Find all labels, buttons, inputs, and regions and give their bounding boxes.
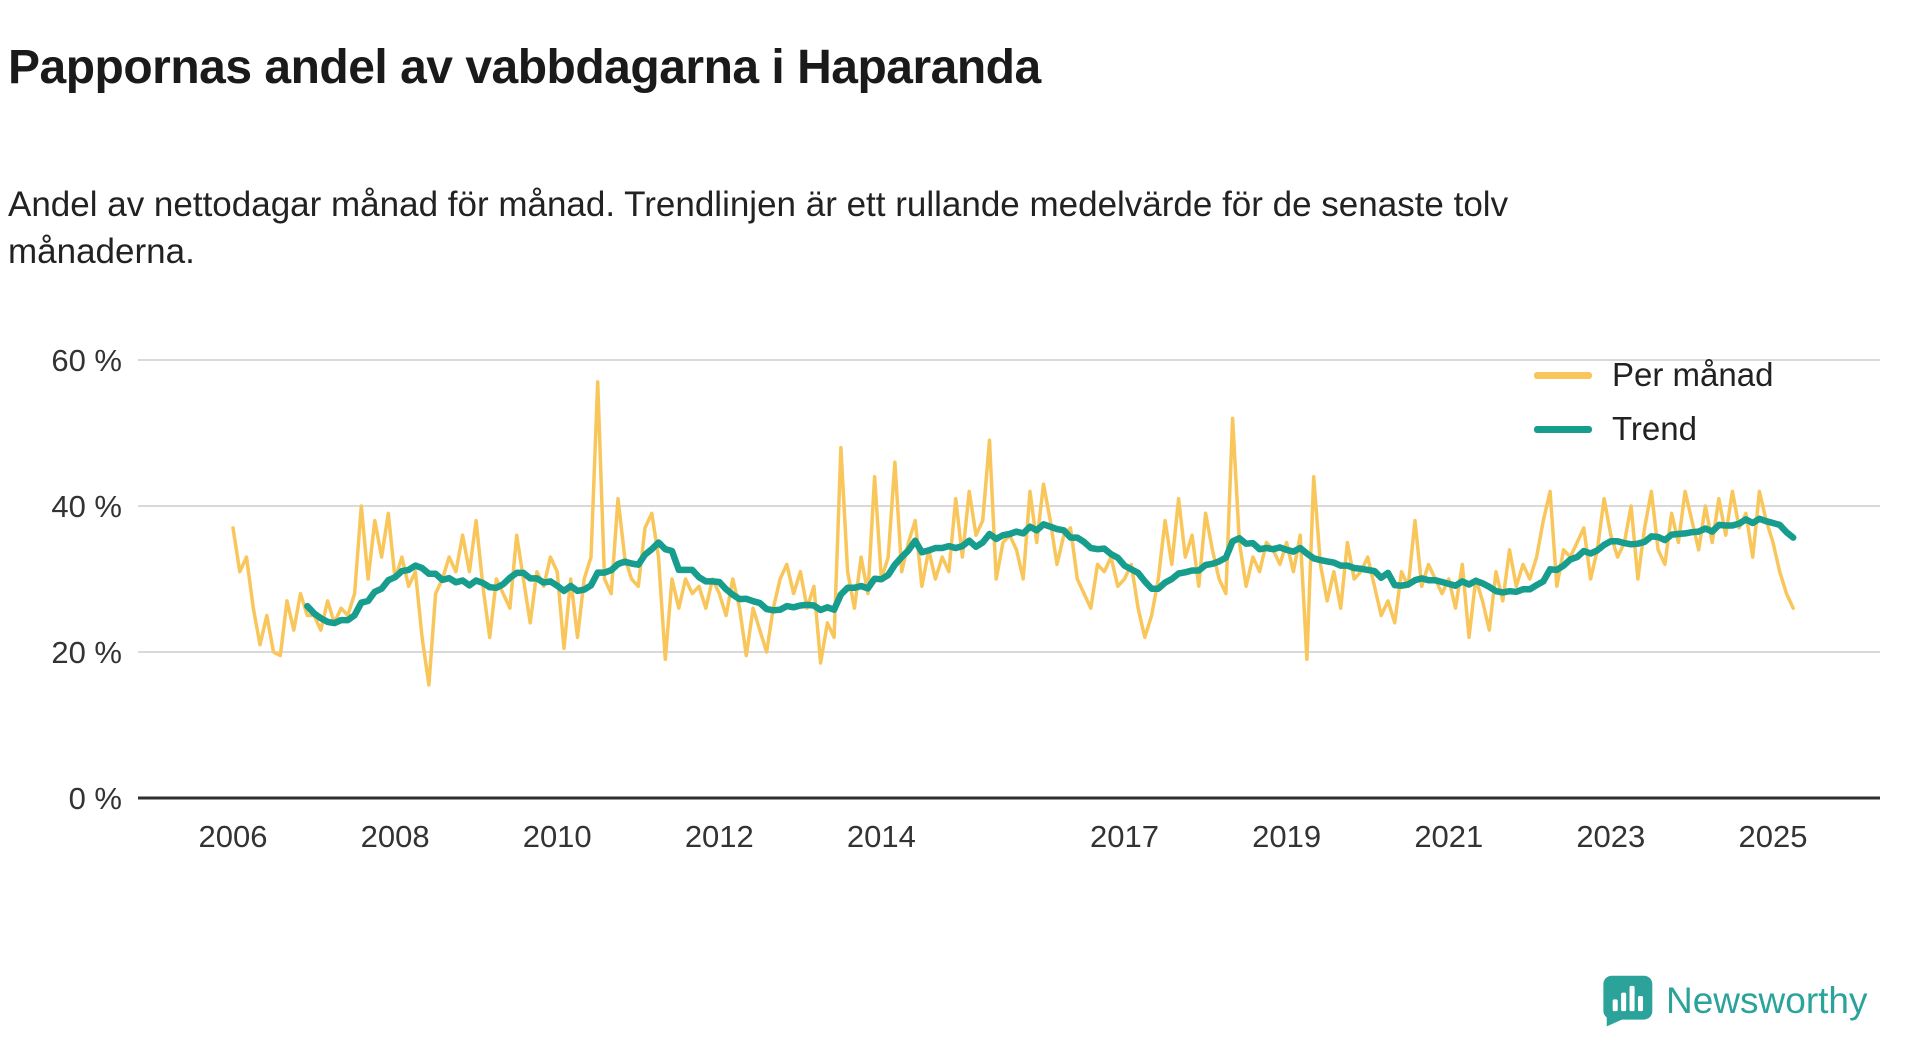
chart-subtitle: Andel av nettodagar månad för månad. Tre…	[8, 185, 1509, 272]
monthly-line-swatch	[1534, 371, 1592, 379]
x-tick-label-2017: 2017	[1090, 819, 1159, 854]
page-title: Pappornas andel av vabbdagarna i Haparan…	[8, 41, 1041, 95]
y-tick-label-20: 20 %	[51, 635, 122, 670]
x-tick-label-2008: 2008	[361, 819, 430, 854]
newsworthy-branding: Newsworthy	[1600, 974, 1868, 1028]
x-tick-label-2014: 2014	[847, 819, 916, 854]
x-tick-label-2012: 2012	[685, 819, 754, 854]
legend-label-monthly: Per månad	[1612, 356, 1774, 393]
legend-label-trend: Trend	[1612, 410, 1697, 447]
legend-item-monthly: Per månad	[1534, 356, 1773, 394]
trend-series-line	[304, 515, 1797, 627]
newsworthy-logo-text: Newsworthy	[1666, 980, 1868, 1021]
x-tick-label-2023: 2023	[1576, 819, 1645, 854]
y-tick-label-60: 60 %	[51, 343, 122, 378]
x-tick-label-2025: 2025	[1739, 819, 1808, 854]
legend-item-trend: Trend	[1534, 410, 1773, 448]
line-chart: 0 % 20 % 40 % 60 % 2006 2008 2010 2012 2014 2017 2…	[51, 343, 1880, 854]
y-tick-label-0: 0 %	[69, 781, 122, 816]
x-tick-label-2006: 2006	[199, 819, 268, 854]
y-tick-label-40: 40 %	[51, 489, 122, 524]
newsworthy-logo-icon	[1603, 975, 1653, 1027]
trend-line-swatch	[1534, 425, 1592, 433]
x-tick-label-2019: 2019	[1252, 819, 1321, 854]
monthly-series-line	[231, 380, 1795, 687]
x-tick-label-2021: 2021	[1414, 819, 1483, 854]
x-tick-label-2010: 2010	[523, 819, 592, 854]
chart-legend: Per månad Trend	[1534, 356, 1773, 448]
